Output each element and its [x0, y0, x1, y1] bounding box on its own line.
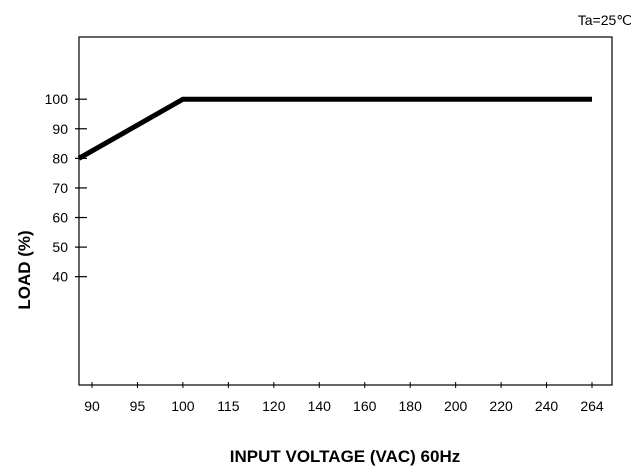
y-tick-label: 90	[52, 121, 68, 137]
x-tick-label: 160	[353, 398, 377, 414]
y-tick-label: 70	[52, 180, 68, 196]
y-tick-label: 100	[45, 91, 69, 107]
y-tick-label: 80	[52, 150, 68, 166]
plot-frame	[78, 36, 613, 386]
y-tick-label: 60	[52, 210, 68, 226]
x-tick-label: 140	[308, 398, 332, 414]
x-tick-label: 115	[217, 398, 240, 414]
x-tick-label: 200	[444, 398, 468, 414]
x-axis-ticks: 90 95 100 115 120 140 160 180 200 220 240 264	[84, 382, 604, 414]
x-tick-label: 220	[489, 398, 513, 414]
x-tick-label: 120	[262, 398, 286, 414]
x-tick-label: 264	[580, 398, 604, 414]
x-tick-label: 180	[399, 398, 423, 414]
x-tick-label: 90	[84, 398, 100, 414]
x-tick-label: 95	[130, 398, 146, 414]
x-tick-label: 100	[171, 398, 195, 414]
x-tick-label: 240	[535, 398, 559, 414]
y-tick-label: 40	[52, 269, 68, 285]
series-layer	[77, 96, 592, 161]
load-derating-line	[77, 96, 592, 161]
y-axis-ticks: 100 90 80 70 60 50 40	[45, 91, 87, 285]
x-axis-title: INPUT VOLTAGE (VAC) 60Hz	[230, 447, 460, 466]
y-axis-title: LOAD (%)	[15, 230, 34, 309]
y-tick-label: 50	[52, 239, 68, 255]
annotation-temperature: Ta=25℃	[578, 12, 632, 28]
